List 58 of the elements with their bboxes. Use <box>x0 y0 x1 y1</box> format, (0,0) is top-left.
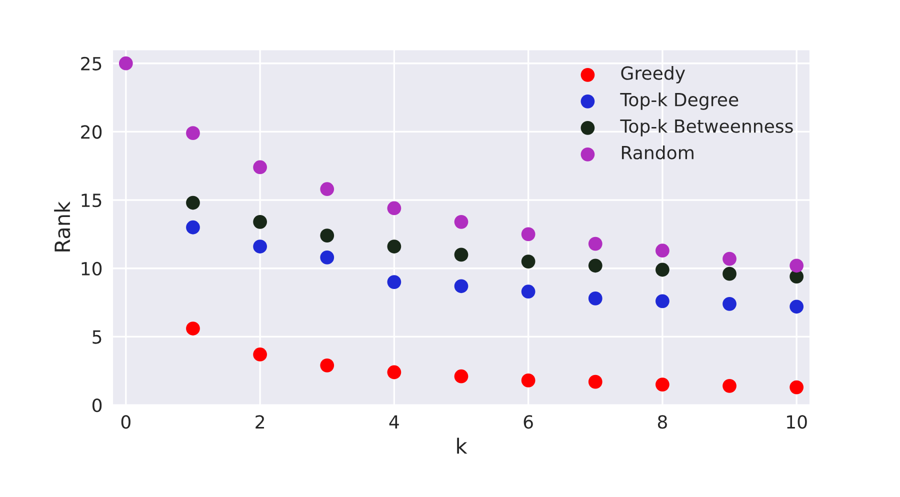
point <box>521 284 536 299</box>
point <box>722 296 736 311</box>
point <box>253 160 267 174</box>
point <box>588 258 602 273</box>
point <box>253 214 267 229</box>
point <box>656 378 670 392</box>
point <box>521 254 536 268</box>
point <box>387 201 402 216</box>
point <box>521 227 536 242</box>
point <box>320 250 334 264</box>
legend-label: Top-k Degree <box>620 92 738 110</box>
x-tick-label: 10 <box>787 415 807 429</box>
point <box>790 258 804 273</box>
point <box>588 374 602 389</box>
point <box>320 358 334 372</box>
point <box>186 220 200 234</box>
point <box>454 248 468 262</box>
x-tick-label: 6 <box>524 415 533 429</box>
legend-label: Random <box>622 145 694 160</box>
point <box>320 182 334 196</box>
y-tick-label: 10 <box>82 262 102 276</box>
point <box>454 369 468 384</box>
x-tick-label: 2 <box>256 415 264 428</box>
point <box>118 56 133 70</box>
y-tick-label: 5 <box>92 330 102 344</box>
point <box>521 374 536 388</box>
point <box>790 380 804 394</box>
point <box>722 266 736 281</box>
point <box>387 365 402 380</box>
point <box>387 240 402 254</box>
y-tick-label: 0 <box>92 398 102 412</box>
y-tick-label: 15 <box>82 194 102 208</box>
y-tick-label: 20 <box>81 125 102 139</box>
point <box>656 262 670 277</box>
point <box>656 244 670 258</box>
point <box>588 236 602 251</box>
point <box>186 126 200 140</box>
point <box>722 378 736 393</box>
point <box>387 275 402 289</box>
point <box>186 196 200 210</box>
point <box>790 300 804 314</box>
point <box>722 252 736 266</box>
point <box>253 348 267 362</box>
point <box>253 240 267 254</box>
x-axis-title: k <box>457 438 468 454</box>
point <box>588 292 602 306</box>
x-tick-label: 4 <box>389 415 399 428</box>
point <box>186 322 200 336</box>
point <box>454 279 468 294</box>
x-tick-label: 0 <box>121 415 130 429</box>
point <box>320 228 334 243</box>
point <box>656 294 670 308</box>
point <box>454 214 468 229</box>
x-tick-label: 8 <box>658 415 667 429</box>
legend-label: Greedy <box>621 66 686 84</box>
y-axis-title: Rank <box>54 201 70 252</box>
legend-label: Top-k Betweenness <box>620 118 793 136</box>
y-tick-label: 25 <box>81 56 102 70</box>
